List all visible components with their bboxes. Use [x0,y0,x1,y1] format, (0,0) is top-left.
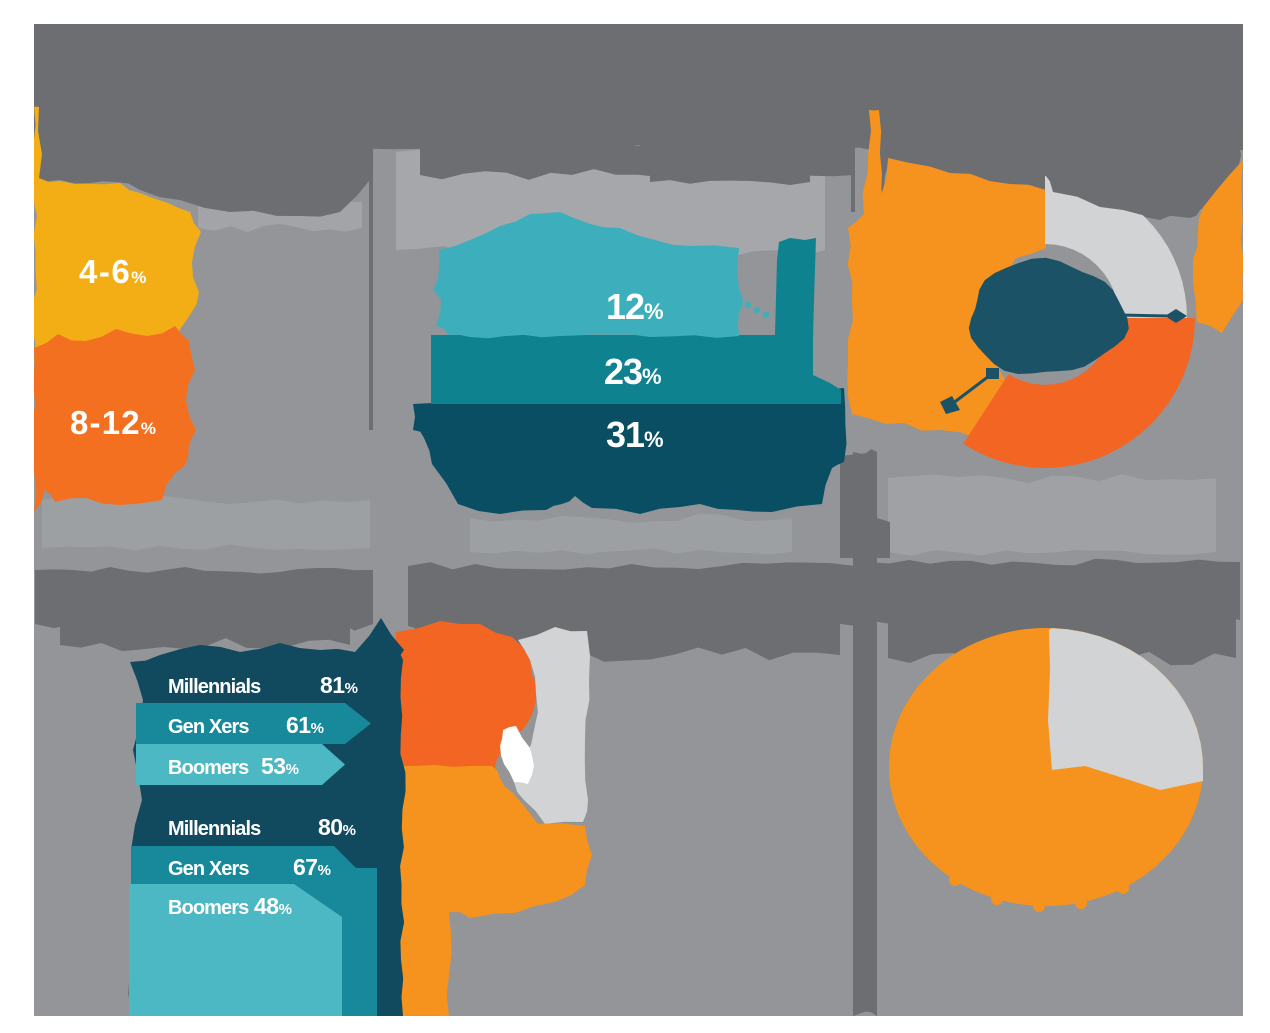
svg-text:80%: 80% [318,814,356,840]
svg-text:Gen Xers: Gen Xers [168,716,249,738]
svg-text:67%: 67% [293,854,331,880]
svg-text:Millennials: Millennials [168,676,261,698]
svg-text:Gen Xers: Gen Xers [168,858,249,880]
svg-text:Millennials: Millennials [168,818,261,840]
svg-text:Boomers: Boomers [168,897,249,919]
svg-text:Boomers: Boomers [168,757,249,779]
